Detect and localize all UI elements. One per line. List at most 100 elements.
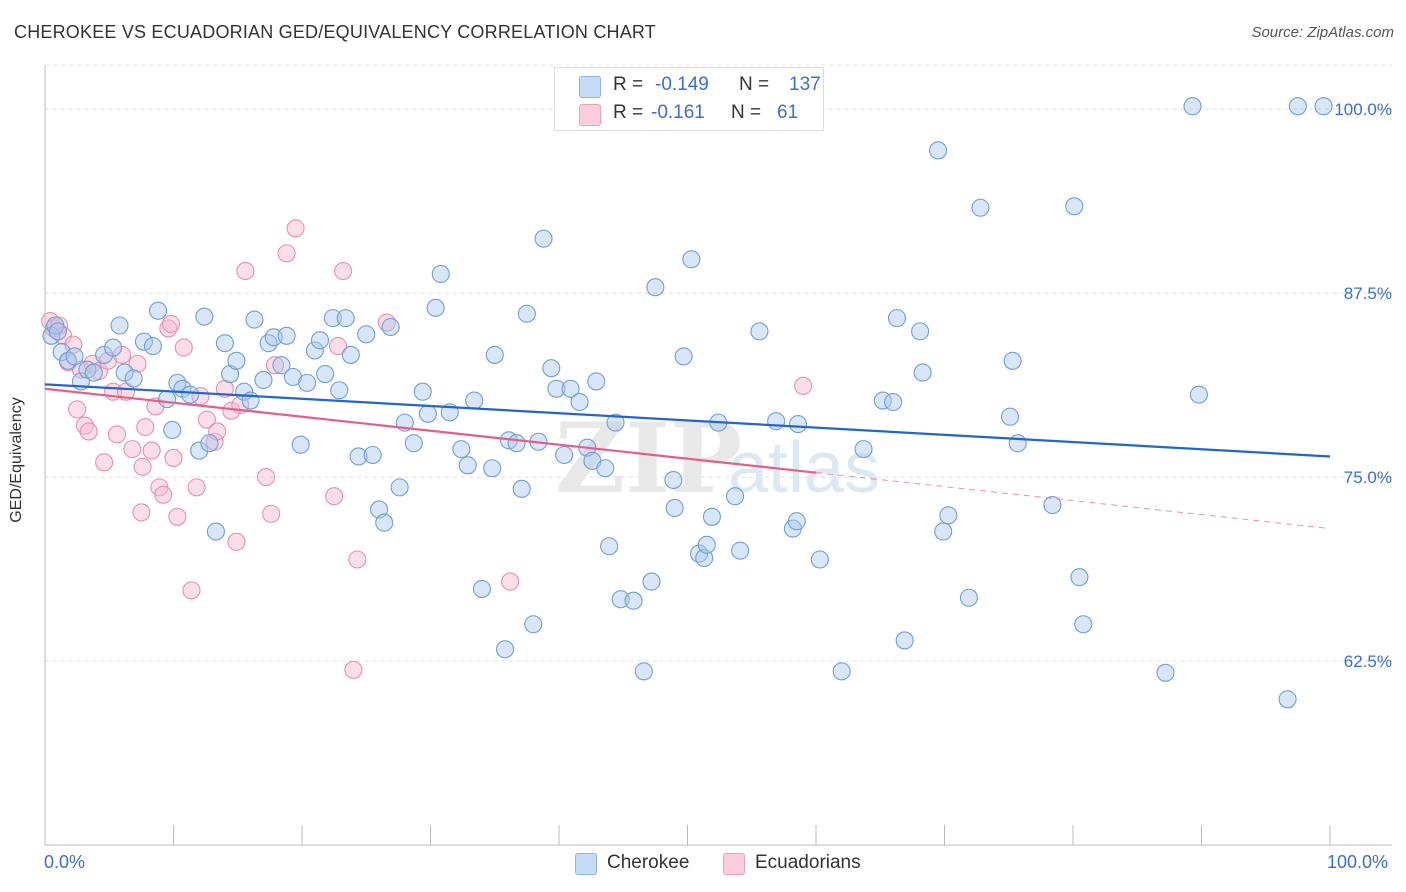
cherokee-point <box>1003 351 1022 370</box>
ecuadorians-point <box>136 417 155 437</box>
cherokee-point <box>336 309 355 328</box>
cherokee-point <box>731 541 750 560</box>
cherokee-point <box>787 512 806 531</box>
cherokee-point <box>483 459 502 478</box>
cherokee-point <box>606 413 625 432</box>
cherokee-point <box>634 662 653 681</box>
y-tick-label: 75.0% <box>1344 468 1392 487</box>
ecuadorians-point <box>164 448 183 467</box>
cherokee-point <box>200 434 219 453</box>
cherokee-point <box>913 363 932 382</box>
cherokee-point <box>887 309 907 328</box>
ecuadorians-point <box>227 532 246 551</box>
cherokee-point <box>495 640 515 659</box>
ecuadorians-point <box>182 581 201 600</box>
cherokee-point <box>163 420 182 440</box>
cherokee-point <box>95 345 114 364</box>
cherokee-point <box>418 404 437 423</box>
cherokee-point <box>1156 663 1175 682</box>
cherokee-point <box>1070 568 1089 587</box>
cherokee-point <box>298 373 317 392</box>
cherokee-point <box>181 385 200 404</box>
cherokee-point <box>884 392 903 412</box>
cherokee-point <box>485 345 504 364</box>
cherokee-point <box>404 434 423 453</box>
cherokee-point <box>517 304 536 323</box>
cherokee-point <box>750 322 769 341</box>
cherokee-point <box>929 141 948 160</box>
ecuadorians-point <box>133 457 152 476</box>
cherokee-point <box>195 307 214 326</box>
cherokee-point <box>310 331 330 350</box>
cherokee-point <box>245 310 264 329</box>
ecuadorians-trend-line <box>44 387 817 474</box>
cherokee-point <box>323 309 342 328</box>
cherokee-point <box>534 229 553 248</box>
cherokee-point <box>48 322 67 341</box>
ecuadorians-point <box>50 316 69 335</box>
cherokee-point <box>697 535 716 554</box>
x-tick-label-max: 100.0% <box>1327 852 1389 872</box>
cherokee-point <box>124 369 143 388</box>
cherokee-point <box>959 588 978 607</box>
cherokee-point <box>664 470 683 490</box>
cherokee-point <box>542 359 561 378</box>
ecuadorians-legend-label: Ecuadorians <box>755 852 861 873</box>
ecuadorians-point <box>79 422 98 441</box>
cherokee-legend-swatch <box>575 853 597 875</box>
ecuadorians-point <box>187 478 206 497</box>
x-tick-label-min: 0.0% <box>44 852 86 872</box>
ecuadorians-point <box>154 485 173 504</box>
ecuadorians-point <box>168 507 187 526</box>
ecuadorians-trend-extension <box>815 472 1331 530</box>
cherokee-point <box>1008 434 1027 453</box>
cherokee-point <box>725 487 745 506</box>
cherokee-point <box>381 317 400 337</box>
cherokee-point <box>547 379 566 398</box>
ecuadorians-point <box>328 337 348 356</box>
cherokee-point <box>458 456 477 475</box>
cherokee-point <box>788 415 808 434</box>
ecuadorians-point <box>132 503 151 522</box>
cherokee-point <box>465 391 484 410</box>
y-tick-label: 100.0% <box>1334 100 1392 119</box>
cherokee-point <box>646 278 665 297</box>
source-label: Source: ZipAtlas.com <box>1251 24 1394 41</box>
cherokee-point <box>507 434 526 453</box>
cherokee-point <box>665 498 684 518</box>
ecuadorians-point <box>107 425 127 444</box>
cherokee-swatch <box>579 76 601 98</box>
ecuadorians-points <box>41 219 813 679</box>
cherokee-point <box>259 334 278 353</box>
cherokee-point <box>561 379 580 398</box>
cherokee-point <box>1288 97 1307 116</box>
cherokee-point <box>1278 690 1297 709</box>
cherokee-point <box>277 326 296 345</box>
cherokee-point <box>642 572 661 591</box>
cherokee-point <box>911 322 930 341</box>
ecuadorians-r-value: -0.161 <box>651 102 705 123</box>
ecuadorians-point <box>348 550 367 569</box>
cherokee-point <box>349 447 368 466</box>
cherokee-point <box>832 662 851 681</box>
cherokee-point <box>158 390 177 409</box>
cherokee-point <box>1043 495 1062 515</box>
cherokee-point <box>600 537 619 556</box>
cherokee-point <box>587 372 606 391</box>
ecuadorians-point <box>236 261 255 281</box>
cherokee-point <box>674 347 693 366</box>
cherokee-point <box>272 356 291 375</box>
cherokee-point <box>854 440 873 459</box>
r-label: R = <box>613 74 644 95</box>
axes <box>44 65 1392 846</box>
chart-title: CHEROKEE VS ECUADORIAN GED/EQUIVALENCY C… <box>14 22 656 42</box>
ecuadorians-point <box>68 400 87 419</box>
cherokee-point <box>363 445 382 465</box>
ecuadorians-point <box>794 376 813 395</box>
cherokee-point <box>452 440 471 459</box>
ecuadorians-legend-swatch <box>723 853 745 875</box>
ecuadorians-point <box>265 356 285 375</box>
n-label: N = <box>731 102 762 123</box>
cherokee-point <box>134 332 153 351</box>
